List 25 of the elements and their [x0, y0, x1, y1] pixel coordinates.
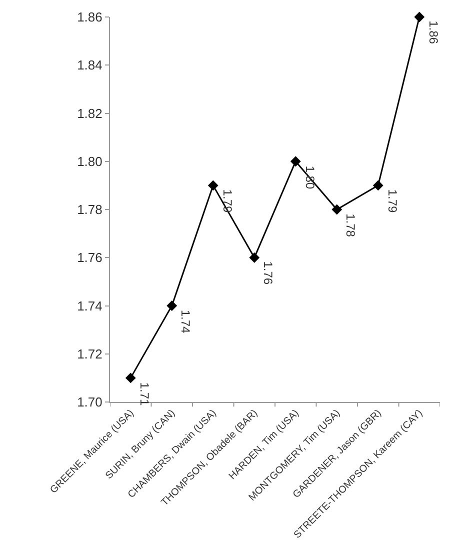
text: 1.80 [303, 166, 318, 190]
y-tick-label: 1.72 [77, 346, 102, 362]
text: 1.79 [220, 189, 235, 213]
point [332, 204, 342, 215]
y-tick-label: 1.86 [77, 10, 102, 25]
y-tick-label: 1.78 [77, 202, 102, 218]
text: 1.74 [178, 310, 193, 334]
y-tick-label: 1.70 [77, 394, 102, 410]
point [208, 180, 218, 191]
point [166, 300, 178, 311]
text: 1.86 [426, 20, 440, 44]
point [125, 372, 136, 384]
y-tick-label: 1.82 [77, 106, 102, 121]
y-tick-label: 1.74 [77, 298, 102, 314]
y-tick-label: 1.84 [77, 58, 102, 73]
text: 1.79 [386, 189, 400, 213]
point [249, 252, 260, 263]
y-tick-label: 1.80 [77, 154, 102, 169]
text: 1.71 [138, 382, 152, 406]
point [372, 180, 384, 191]
y-tick-label: 1.76 [77, 250, 102, 266]
point [414, 12, 425, 22]
text: 1.76 [261, 261, 276, 285]
point [290, 156, 301, 167]
text: 1.78 [343, 214, 358, 237]
